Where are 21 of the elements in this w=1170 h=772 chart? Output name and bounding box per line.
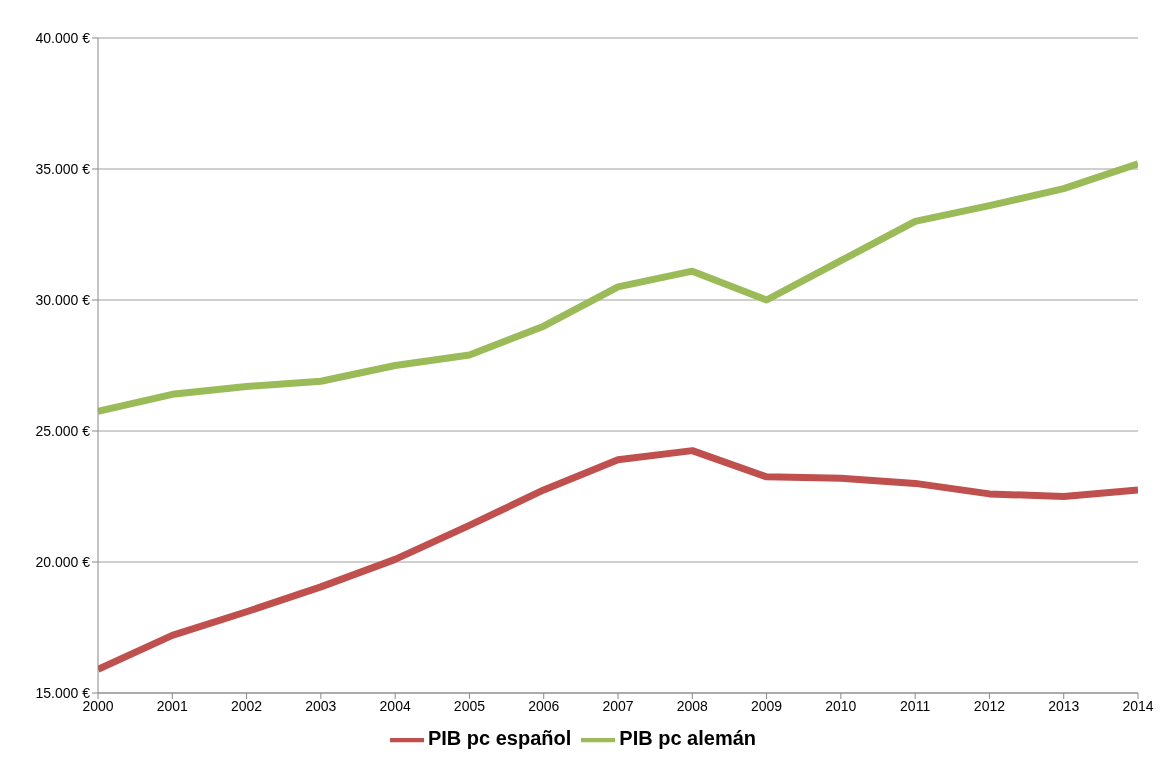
y-tick-label: 40.000 € <box>35 29 91 46</box>
x-tick-label: 2006 <box>528 697 560 714</box>
x-tick-label: 2003 <box>305 697 337 714</box>
x-tick-label: 2004 <box>379 697 411 714</box>
x-tick-label: 2002 <box>230 697 263 714</box>
legend-label: PIB pc alemán <box>619 727 757 750</box>
legend-label: PIB pc español <box>427 727 572 750</box>
x-tick-label: 2001 <box>156 697 189 714</box>
x-tick-label: 2008 <box>676 697 709 714</box>
x-tick-label: 2014 <box>1122 697 1154 714</box>
x-tick-label: 2010 <box>825 697 857 714</box>
x-tick-label: 2007 <box>602 697 634 714</box>
y-tick-label: 35.000 € <box>35 160 91 177</box>
y-tick-label: 25.000 € <box>35 422 91 439</box>
y-tick-label: 30.000 € <box>35 291 91 308</box>
x-tick-label: 2005 <box>453 697 486 714</box>
x-tick-label: 2009 <box>750 697 783 714</box>
x-tick-label: 2011 <box>900 697 931 714</box>
x-tick-label: 2013 <box>1048 697 1080 714</box>
y-tick-label: 20.000 € <box>35 553 91 570</box>
x-tick-label: 2012 <box>973 697 1006 714</box>
